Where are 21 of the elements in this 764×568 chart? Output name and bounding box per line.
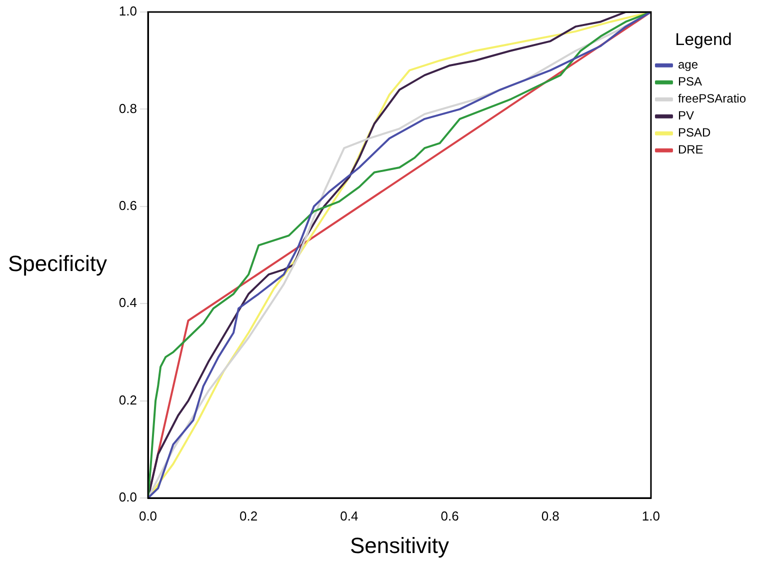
- y-tick-label: 0.2: [118, 392, 137, 408]
- legend-label: DRE: [678, 142, 704, 157]
- x-axis-title: Sensitivity: [350, 532, 450, 558]
- x-tick-label: 0.6: [440, 508, 459, 524]
- legend-label: PV: [678, 108, 694, 123]
- legend-label: freePSAratio: [678, 92, 746, 106]
- legend-label: PSA: [678, 74, 702, 89]
- x-tick-label: 0.2: [240, 508, 258, 524]
- y-tick-label: 0.6: [118, 198, 137, 213]
- legend-label: age: [678, 58, 698, 72]
- y-tick-label: 0.8: [118, 100, 137, 116]
- y-tick-label: 0.0: [118, 490, 137, 505]
- legend-title: Legend: [675, 30, 732, 50]
- x-tick-label: 0.4: [340, 508, 358, 524]
- x-tick-label: 0.8: [541, 508, 560, 524]
- y-tick-label: 0.4: [118, 295, 137, 310]
- x-tick-label: 0.0: [138, 508, 158, 524]
- y-axis-title: Specificity: [8, 251, 108, 276]
- legend-label: PSAD: [678, 126, 711, 140]
- x-tick-label: 1.0: [642, 508, 660, 524]
- y-tick-label: 1.0: [118, 4, 137, 19]
